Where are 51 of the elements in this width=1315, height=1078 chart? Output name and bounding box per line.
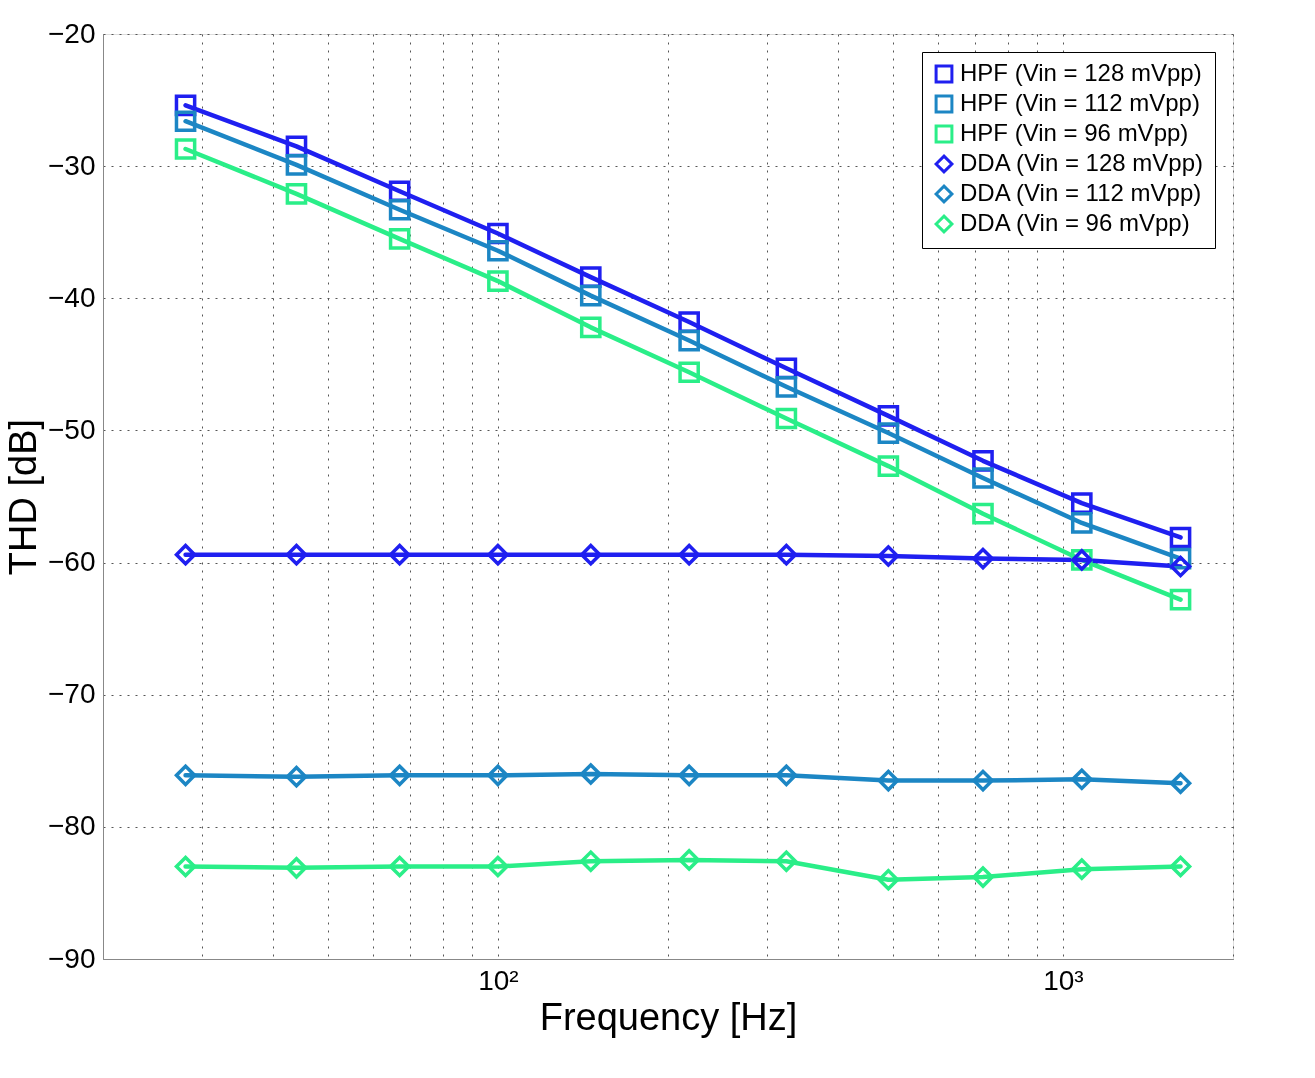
y-tick-label: −50	[48, 413, 96, 445]
legend-label: DDA (Vin = 128 mVpp)	[960, 149, 1204, 176]
point	[972, 467, 994, 489]
point	[775, 764, 798, 787]
legend-label: DDA (Vin = 112 mVpp)	[960, 179, 1202, 206]
y-tick-label: −80	[48, 810, 96, 842]
y-tick-label: −60	[48, 546, 96, 578]
point	[1070, 768, 1093, 791]
point	[579, 316, 602, 339]
point	[285, 183, 308, 205]
point	[1169, 588, 1192, 611]
point	[579, 284, 602, 307]
y-tick-label: −20	[48, 17, 96, 49]
point	[775, 543, 798, 566]
point	[579, 850, 602, 873]
point	[678, 329, 700, 352]
legend-label: HPF (Vin = 96 mVpp)	[960, 119, 1189, 146]
point	[1169, 526, 1192, 549]
point	[285, 153, 308, 176]
point	[285, 765, 308, 788]
x-axis-title: Frequency [Hz]	[539, 995, 798, 1038]
legend-label: HPF (Vin = 128 mVpp)	[960, 59, 1202, 86]
point	[775, 407, 798, 430]
y-axis-title: THD [dB]	[2, 418, 44, 576]
point	[678, 764, 700, 787]
x-tick-label: 10³	[1043, 964, 1084, 996]
point	[972, 866, 994, 888]
point	[1169, 855, 1192, 878]
point	[1070, 858, 1093, 880]
point	[1169, 772, 1192, 795]
point	[579, 543, 602, 566]
y-tick-label: −90	[48, 942, 96, 974]
point	[678, 543, 700, 566]
point	[1070, 512, 1093, 534]
point	[1169, 555, 1192, 578]
point	[972, 769, 994, 792]
point	[972, 502, 994, 525]
legend-label: HPF (Vin = 112 mVpp)	[960, 89, 1200, 116]
point	[579, 763, 602, 785]
point	[285, 543, 308, 566]
point	[775, 850, 798, 873]
point	[972, 547, 994, 570]
x-tick-label: 10²	[478, 964, 519, 996]
point	[285, 856, 308, 879]
point	[678, 361, 700, 384]
point	[678, 849, 700, 871]
y-tick-label: −70	[48, 678, 96, 710]
legend-label: DDA (Vin = 96 mVpp)	[960, 209, 1190, 236]
y-tick-label: −30	[48, 149, 96, 181]
point	[775, 375, 798, 398]
y-tick-label: −40	[48, 281, 96, 313]
